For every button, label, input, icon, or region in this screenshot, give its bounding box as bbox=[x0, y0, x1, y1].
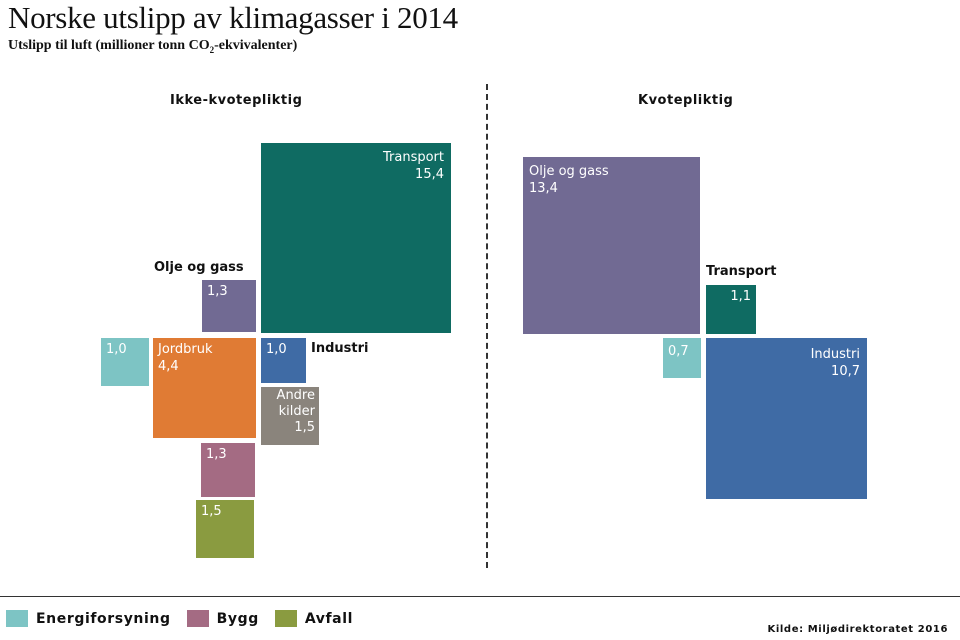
label-ikke-transport-name: Transport bbox=[382, 150, 444, 165]
legend-label-avfall: Avfall bbox=[304, 610, 354, 627]
label-ikke-andre-kilder-line2: kilder bbox=[278, 404, 315, 419]
label-kvote-olje-og-gass-name: Olje og gass bbox=[529, 164, 609, 179]
label-kvote-energiforsyning-value: 0,7 bbox=[668, 344, 689, 359]
square-ikke-transport: Transport 15,4 bbox=[261, 143, 451, 333]
legend-swatch-avfall bbox=[274, 610, 297, 627]
label-ikke-bygg-value: 1,3 bbox=[206, 447, 227, 462]
chart-subtitle: Utslipp til luft (millioner tonn CO2-ekv… bbox=[8, 38, 297, 55]
legend-item-bygg: Bygg bbox=[186, 610, 259, 627]
chart-title: Norske utslipp av klimagasser i 2014 bbox=[8, 0, 458, 35]
label-ikke-energiforsyning-value: 1,0 bbox=[106, 342, 127, 357]
legend-item-energiforsyning: Energiforsyning bbox=[6, 610, 171, 627]
label-ikke-olje-og-gass-value: 1,3 bbox=[207, 284, 228, 299]
legend: Energiforsyning Bygg Avfall bbox=[6, 610, 369, 627]
square-kvote-energiforsyning: 0,7 bbox=[663, 338, 701, 378]
subtitle-subscript: 2 bbox=[209, 44, 215, 55]
label-ikke-jordbruk-name: Jordbruk bbox=[158, 342, 213, 357]
square-ikke-olje-og-gass: 1,3 bbox=[202, 280, 256, 332]
subtitle-text-start: Utslipp til luft (millioner tonn CO bbox=[8, 38, 210, 53]
label-kvote-olje-og-gass-value: 13,4 bbox=[529, 181, 558, 196]
label-ikke-industri-value: 1,0 bbox=[266, 342, 287, 357]
legend-swatch-bygg bbox=[186, 610, 209, 627]
label-kvote-industri-name: Industri bbox=[810, 347, 860, 362]
square-kvote-transport: 1,1 bbox=[706, 285, 756, 334]
label-kvote-industri-value: 10,7 bbox=[831, 364, 860, 379]
legend-swatch-energiforsyning bbox=[6, 610, 28, 627]
group-divider bbox=[486, 84, 488, 568]
label-ikke-industri-name: Industri bbox=[311, 341, 369, 356]
label-kvote-transport-value: 1,1 bbox=[730, 289, 751, 304]
square-ikke-industri: 1,0 bbox=[261, 338, 306, 383]
group-title-ikke-kvotepliktig: Ikke-kvotepliktig bbox=[170, 93, 303, 108]
square-kvote-industri: Industri 10,7 bbox=[706, 338, 867, 499]
source-note: Kilde: Miljødirektoratet 2016 bbox=[767, 624, 948, 635]
legend-item-avfall: Avfall bbox=[274, 610, 354, 627]
label-ikke-andre-kilder-line1: Andre bbox=[276, 388, 315, 403]
label-ikke-andre-kilder-value: 1,5 bbox=[294, 420, 315, 435]
square-ikke-avfall: 1,5 bbox=[196, 500, 254, 558]
label-ikke-transport-value: 15,4 bbox=[415, 167, 444, 182]
square-kvote-olje-og-gass: Olje og gass 13,4 bbox=[523, 157, 700, 334]
footer-rule bbox=[0, 596, 960, 597]
legend-label-bygg: Bygg bbox=[216, 610, 259, 627]
label-ikke-avfall-value: 1,5 bbox=[201, 504, 222, 519]
square-ikke-andre-kilder: Andre kilder 1,5 bbox=[261, 387, 319, 445]
subtitle-text-end: -ekvivalenter) bbox=[214, 38, 298, 53]
square-ikke-jordbruk: Jordbruk 4,4 bbox=[153, 338, 256, 438]
square-ikke-energiforsyning: 1,0 bbox=[101, 338, 149, 386]
group-title-kvotepliktig: Kvotepliktig bbox=[638, 93, 734, 108]
label-kvote-transport-name: Transport bbox=[706, 264, 777, 279]
legend-label-energiforsyning: Energiforsyning bbox=[36, 610, 171, 627]
square-ikke-bygg: 1,3 bbox=[201, 443, 255, 497]
label-ikke-olje-og-gass-name: Olje og gass bbox=[154, 260, 244, 275]
label-ikke-jordbruk-value: 4,4 bbox=[158, 359, 179, 374]
